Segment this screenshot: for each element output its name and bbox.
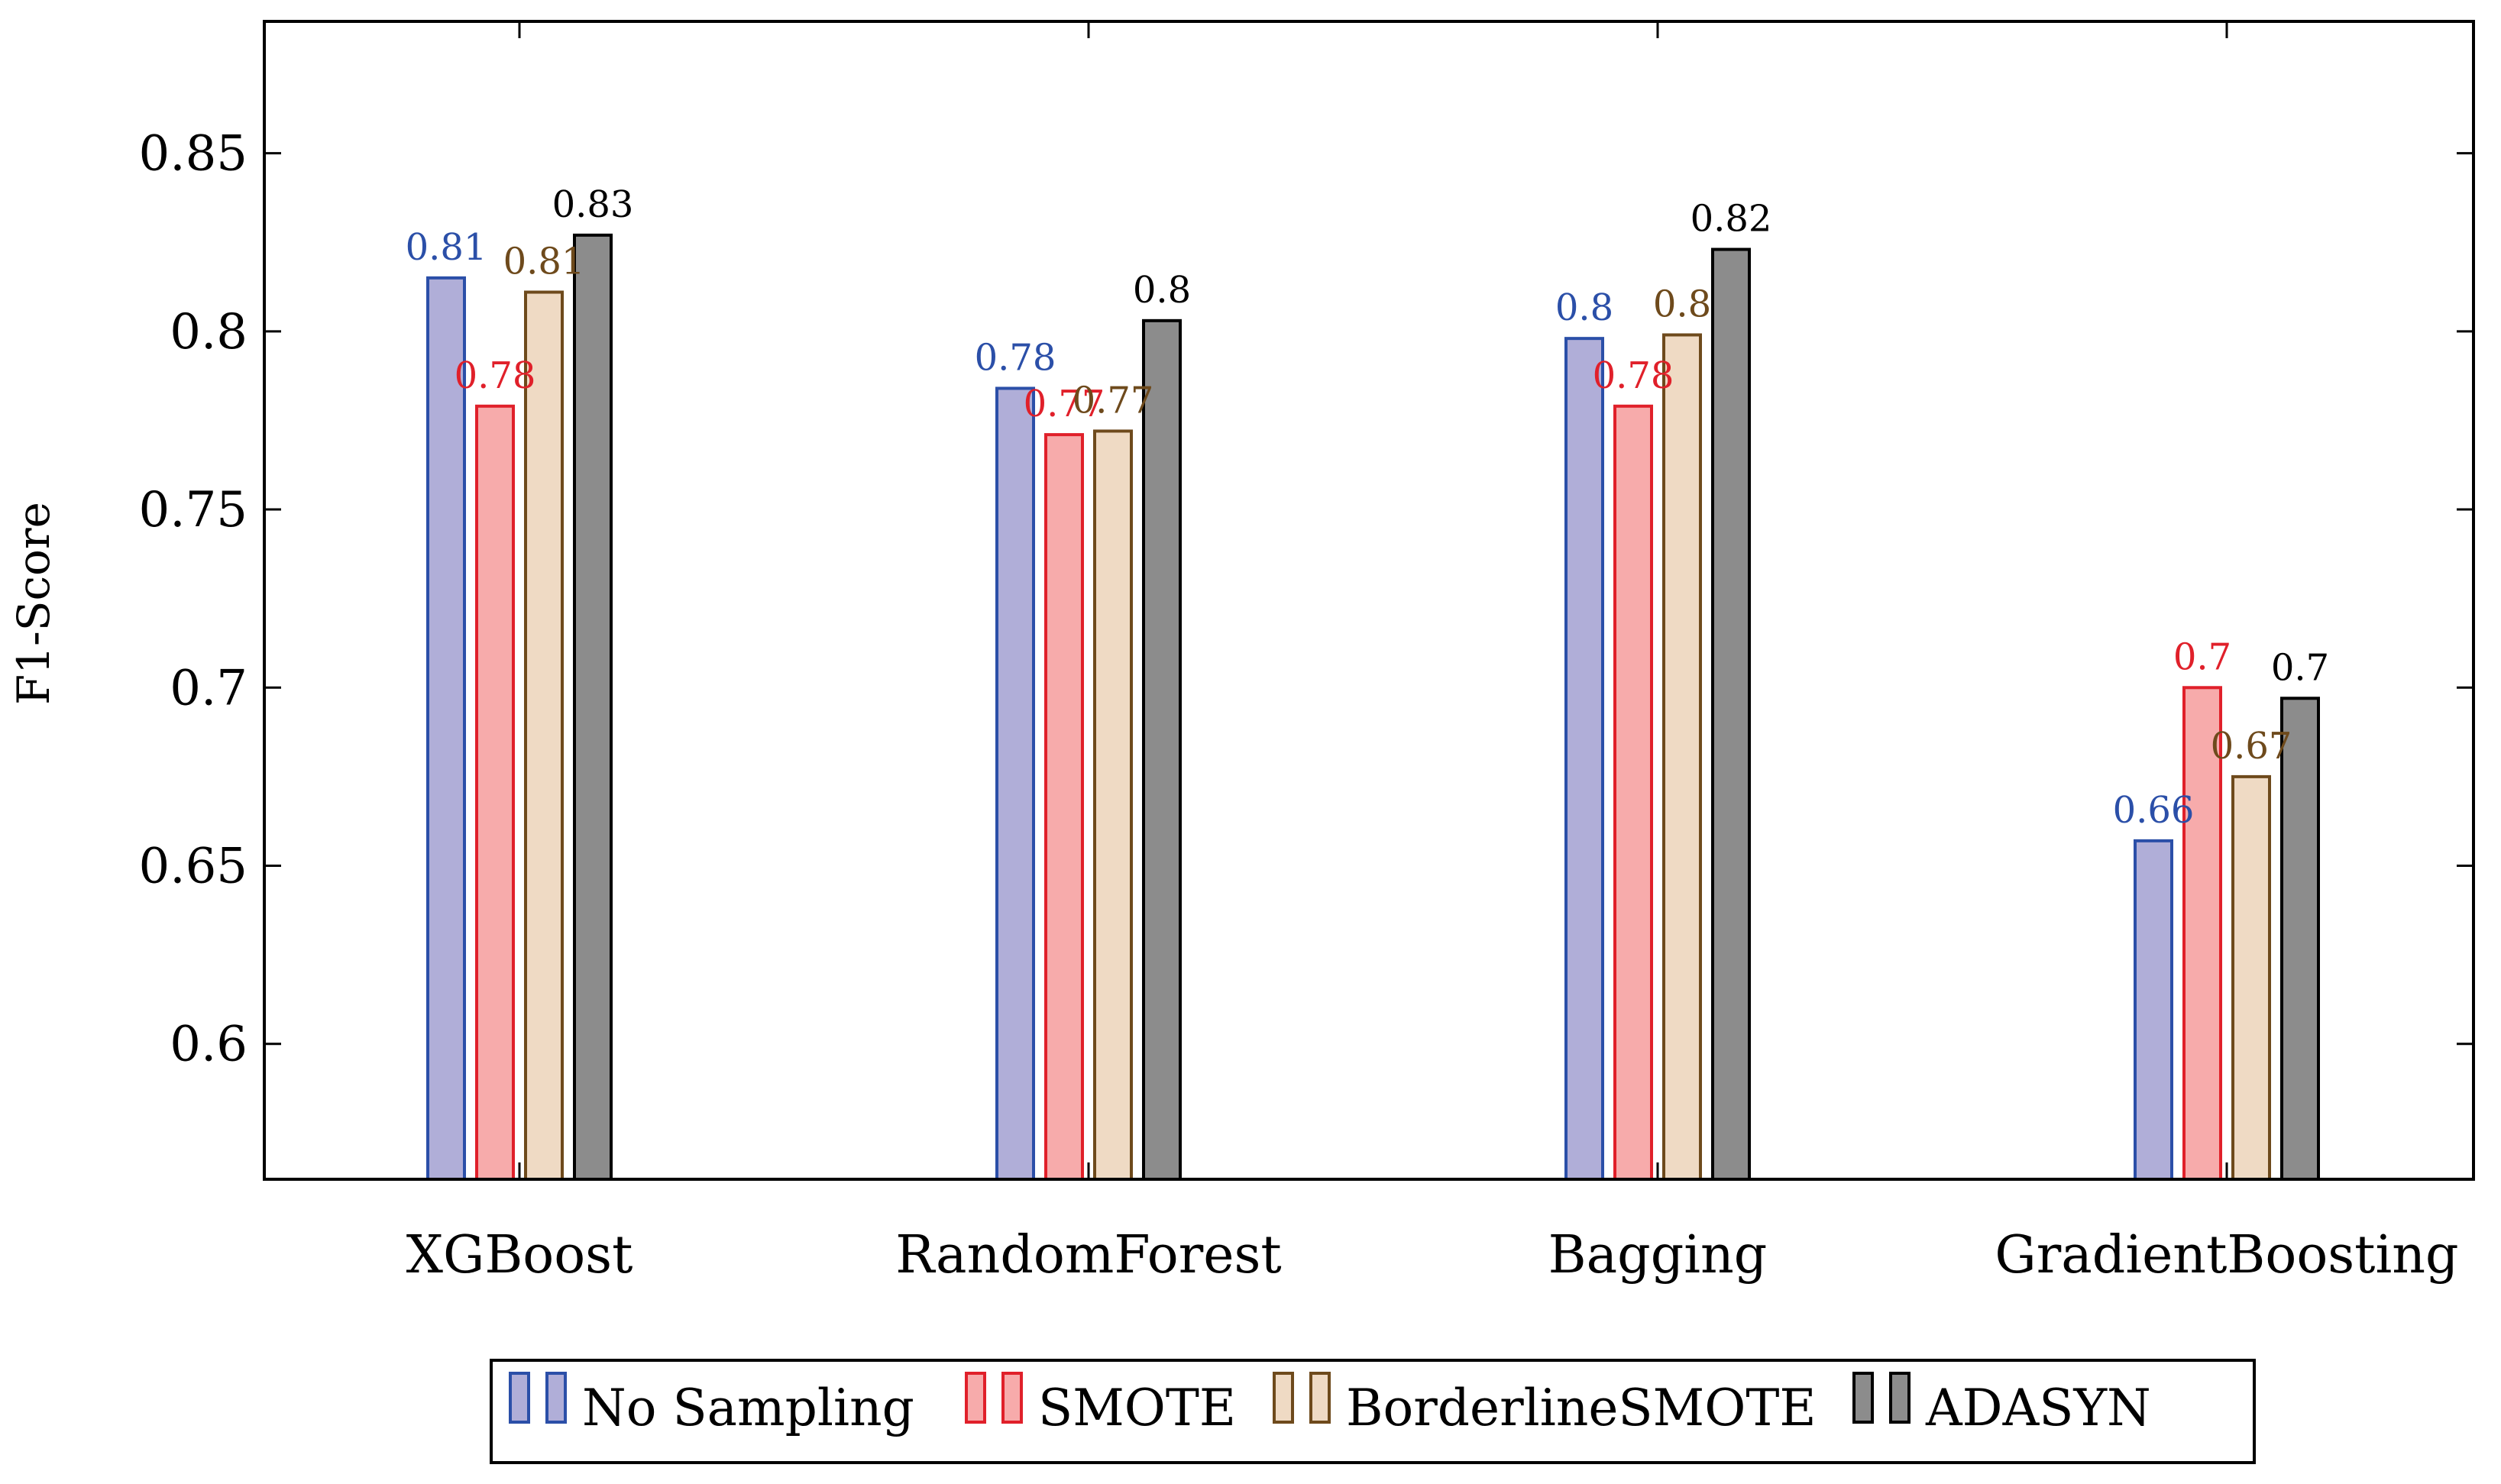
y-tick-label: 0.85 xyxy=(139,126,248,183)
data-label-no-sampling-gradientboosting: 0.66 xyxy=(2113,789,2195,832)
data-label-smote-randomforest: 0.77 xyxy=(1024,383,1105,425)
legend-swatch-smote xyxy=(1001,1372,1023,1424)
bar-borderlinesmote-bagging xyxy=(1662,333,1702,1181)
legend-label-adasyn: ADASYN xyxy=(1925,1379,2151,1437)
x-category-label: RandomForest xyxy=(895,1225,1281,1285)
y-tick-label: 0.8 xyxy=(170,304,248,360)
axes-layer: 0.6 0.65 0.7 0.75 0.8 0.85 XGBoost RandomForest… xyxy=(139,20,2475,1285)
plot-frame xyxy=(263,20,2475,1181)
data-label-adasyn-bagging: 0.82 xyxy=(1691,198,1772,241)
data-label-no-sampling-randomforest: 0.78 xyxy=(975,336,1056,379)
bar-no-sampling-bagging xyxy=(1564,337,1604,1181)
y-tick-label: 0.7 xyxy=(170,660,248,716)
bar-smote-bagging xyxy=(1613,404,1653,1181)
x-category-label: GradientBoosting xyxy=(1995,1225,2458,1285)
data-label-smote-gradientboosting: 0.7 xyxy=(2173,635,2231,678)
data-label-borderlinesmote-gradientboosting: 0.67 xyxy=(2211,725,2292,768)
bar-borderlinesmote-randomforest xyxy=(1093,429,1133,1181)
data-label-smote-bagging: 0.78 xyxy=(1593,354,1674,397)
legend-label-smote: SMOTE xyxy=(1038,1379,1236,1437)
bar-no-sampling-randomforest xyxy=(995,386,1035,1181)
bars-layer xyxy=(426,233,2320,1182)
data-label-adasyn-randomforest: 0.8 xyxy=(1133,269,1191,312)
bar-adasyn-randomforest xyxy=(1142,318,1182,1182)
bar-smote-randomforest xyxy=(1044,433,1084,1181)
bar-no-sampling-gradientboosting xyxy=(2134,839,2173,1182)
data-label-smote-xgboost: 0.78 xyxy=(455,354,536,397)
legend-label-borderlinesmote: BorderlineSMOTE xyxy=(1346,1379,1817,1437)
legend: No Sampling SMOTE BorderlineSMOTE ADASYN xyxy=(490,1359,2256,1464)
data-labels-layer: 0.810.780.80.660.780.770.780.70.810.770.… xyxy=(406,183,2330,832)
y-tick-label: 0.65 xyxy=(139,839,248,895)
data-label-no-sampling-bagging: 0.8 xyxy=(1555,286,1613,329)
y-tick-label: 0.6 xyxy=(170,1017,248,1073)
bar-no-sampling-xgboost xyxy=(426,276,466,1181)
bar-adasyn-xgboost xyxy=(573,233,613,1181)
y-tick-label: 0.75 xyxy=(139,482,248,538)
y-axis-title: F1-Score xyxy=(8,502,60,705)
bar-borderlinesmote-gradientboosting xyxy=(2231,774,2271,1181)
legend-swatch-no-sampling xyxy=(545,1372,567,1424)
bar-adasyn-bagging xyxy=(1711,247,1751,1181)
x-category-label: XGBoost xyxy=(406,1225,633,1285)
x-category-label: Bagging xyxy=(1548,1225,1768,1285)
legend-swatch-adasyn xyxy=(1852,1372,1874,1424)
legend-swatch-borderlinesmote xyxy=(1273,1372,1294,1424)
data-label-adasyn-gradientboosting: 0.7 xyxy=(2271,646,2329,689)
legend-box xyxy=(490,1359,2256,1464)
legend-swatch-borderlinesmote xyxy=(1309,1372,1331,1424)
legend-swatch-no-sampling xyxy=(509,1372,530,1424)
legend-swatch-adasyn xyxy=(1889,1372,1911,1424)
bar-adasyn-gradientboosting xyxy=(2280,697,2320,1181)
bar-smote-xgboost xyxy=(475,404,515,1181)
data-label-adasyn-xgboost: 0.83 xyxy=(552,183,634,226)
bar-borderlinesmote-xgboost xyxy=(524,290,564,1182)
data-label-borderlinesmote-randomforest: 0.77 xyxy=(1073,379,1154,422)
data-label-borderlinesmote-xgboost: 0.81 xyxy=(503,241,585,283)
data-label-no-sampling-xgboost: 0.81 xyxy=(406,226,487,269)
legend-swatch-smote xyxy=(965,1372,986,1424)
legend-label-no-sampling: No Sampling xyxy=(582,1379,914,1437)
data-label-borderlinesmote-bagging: 0.8 xyxy=(1653,283,1711,325)
